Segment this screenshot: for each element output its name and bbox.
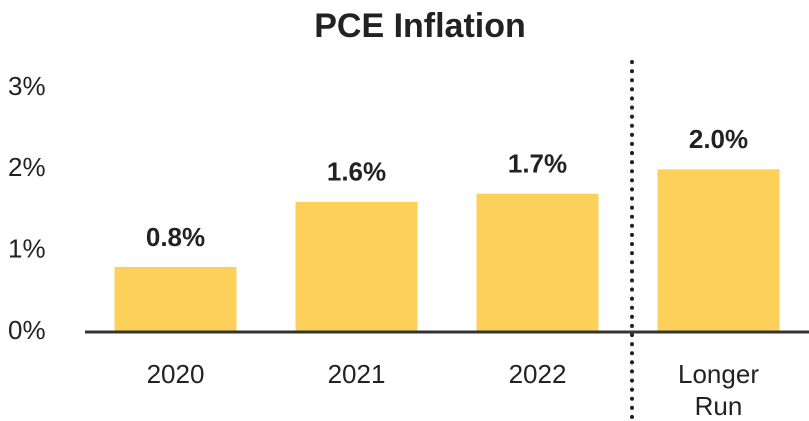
- x-tick-label-box: 2021: [327, 359, 386, 389]
- y-tick-label: 2%: [8, 152, 46, 182]
- y-tick-label: 1%: [8, 234, 46, 264]
- bar: [295, 201, 418, 332]
- bar: [476, 193, 599, 332]
- value-label: 1.7%: [508, 149, 567, 179]
- y-tick-label: 0%: [8, 315, 46, 345]
- value-label: 1.6%: [327, 157, 386, 187]
- x-tick-label: Longer Run: [678, 359, 759, 421]
- x-tick-label-box: Longer Run: [678, 359, 759, 421]
- value-label: 0.8%: [146, 222, 205, 252]
- y-tick-label: 3%: [8, 71, 46, 101]
- chart-title: PCE Inflation: [314, 7, 526, 45]
- x-tick-label-box: 2022: [508, 359, 567, 389]
- x-tick-label: 2021: [327, 359, 386, 389]
- value-label: 2.0%: [689, 124, 748, 154]
- bar: [114, 266, 237, 332]
- bar: [657, 169, 780, 332]
- x-tick-label: 2020: [146, 359, 205, 389]
- x-tick-label-box: 2020: [146, 359, 205, 389]
- x-tick-label: 2022: [508, 359, 567, 389]
